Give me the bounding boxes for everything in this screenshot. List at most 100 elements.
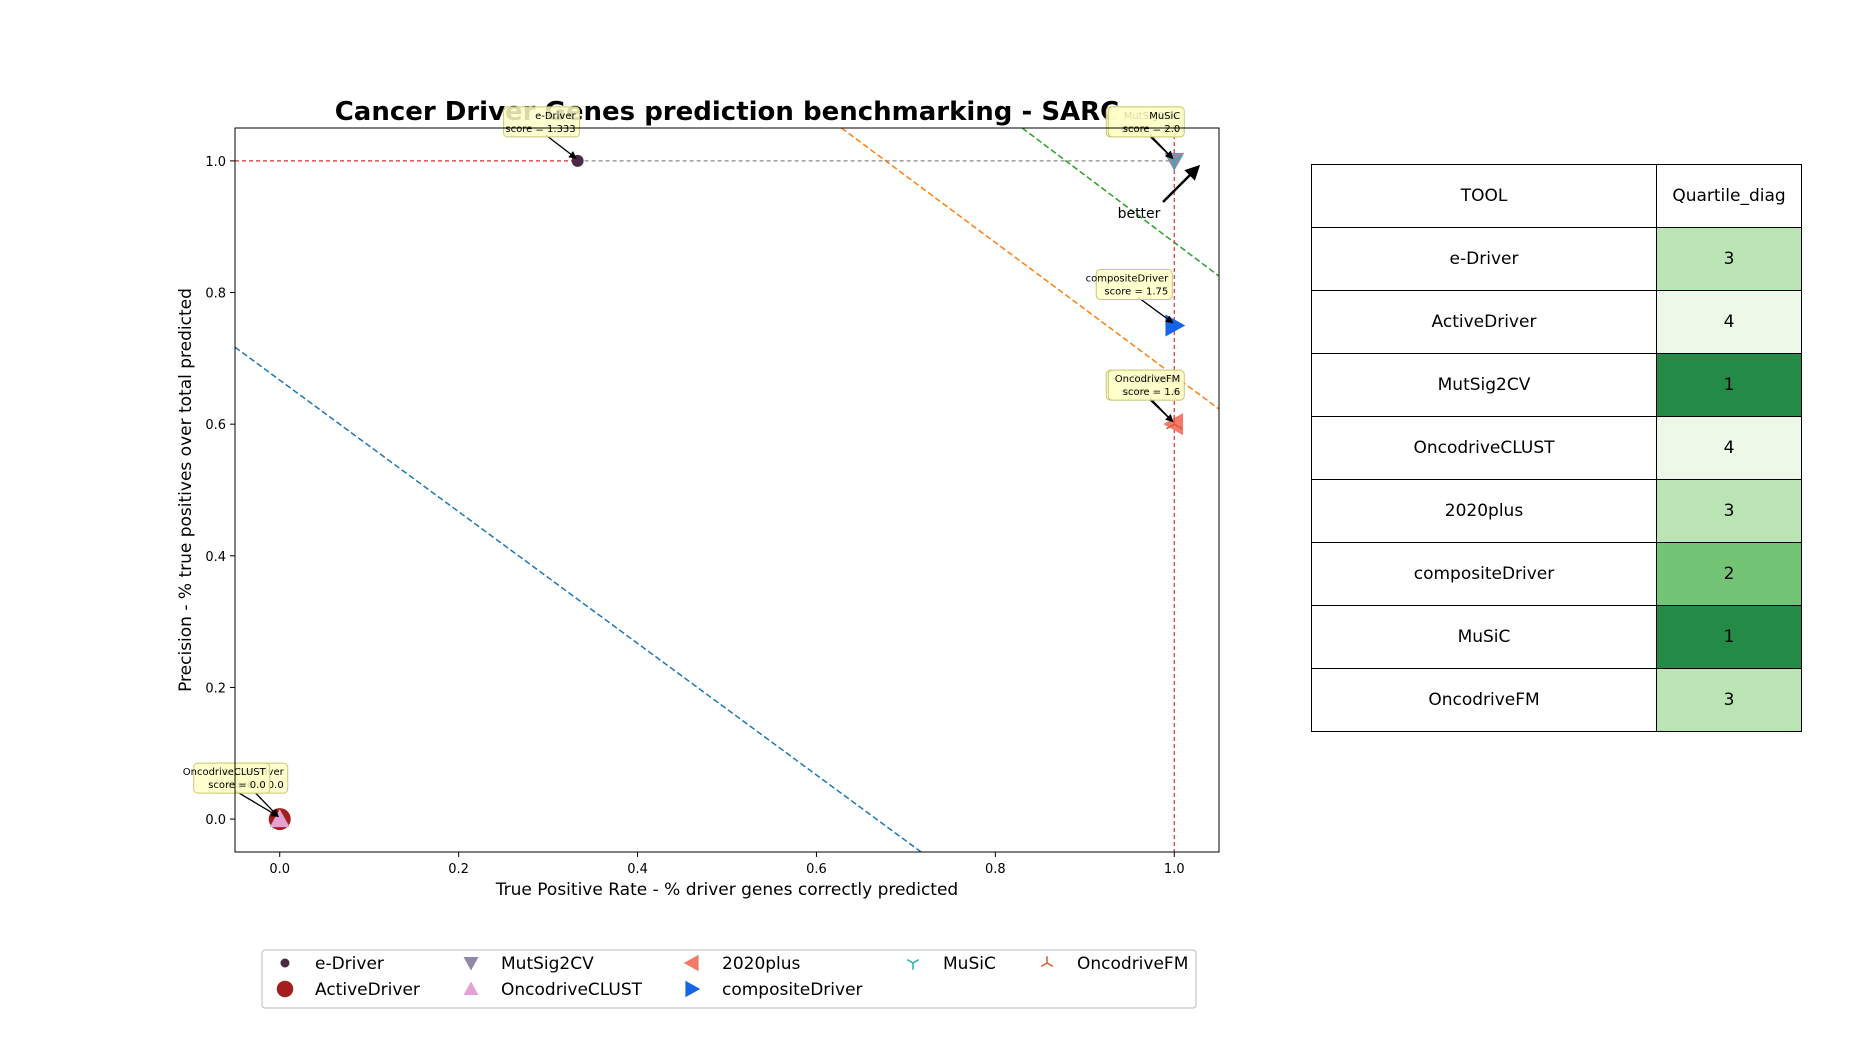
annotation-arrow — [1149, 134, 1174, 160]
table-cell-quartile: 1 — [1656, 353, 1802, 417]
legend-marker-oncodrivefm — [1040, 956, 1054, 968]
table-row: e-Driver 3 — [1311, 227, 1802, 291]
annotation-tool-name: e-Driver — [535, 111, 576, 122]
x-tick-label: 0.0 — [269, 862, 290, 877]
annotation-box — [1107, 106, 1185, 138]
legend-label: OncodriveCLUST — [501, 980, 643, 1000]
y-tick-label: 0.2 — [205, 681, 226, 696]
table-cell-tool: compositeDriver — [1311, 542, 1657, 606]
annotation-arrow — [1137, 296, 1174, 324]
annotation-box — [503, 106, 581, 138]
annotation-tool-name: OncodriveFM — [1115, 374, 1181, 385]
annotation-arrow — [235, 790, 280, 817]
legend-box — [261, 949, 1197, 1009]
table-cell-tool: OncodriveCLUST — [1311, 416, 1657, 480]
x-axis-label: True Positive Rate - % driver genes corr… — [495, 880, 958, 900]
table-cell-quartile: 4 — [1656, 290, 1802, 354]
x-tick-label: 0.2 — [448, 862, 469, 877]
legend-item-music: MuSiC — [906, 954, 996, 974]
legend-marker-e-driver — [280, 958, 290, 968]
table-row: compositeDriver 2 — [1311, 542, 1802, 606]
table-cell-quartile: 2 — [1656, 542, 1802, 606]
legend-label: OncodriveFM — [1077, 954, 1188, 974]
better-arrow — [1162, 164, 1201, 203]
table-cell-quartile: 1 — [1656, 605, 1802, 669]
y-tick-label: 0.8 — [205, 287, 226, 302]
quartile-line-1 — [235, 346, 922, 852]
y-tick-label: 1.0 — [205, 155, 226, 170]
header-quartile: Quartile_diag — [1656, 164, 1802, 228]
annotation-score: score = 1.6 — [1123, 387, 1181, 398]
annotation-score: score = 1.75 — [1104, 286, 1168, 297]
table-cell-tool: ActiveDriver — [1311, 290, 1657, 354]
annotation-tool-name: compositeDriver — [1086, 273, 1170, 284]
quartile-line-2 — [841, 128, 1219, 410]
legend-marker-activedriver — [276, 980, 294, 998]
annotation-oncodriveclust: OncodriveCLUST score = 0.0 — [183, 762, 280, 817]
annotation-oncodrivefm: OncodriveFM score = 1.6 — [1107, 369, 1185, 423]
annotation-e-driver: e-Driver score = 1.333 — [503, 106, 581, 159]
annotation-tool-name: MuSiC — [1149, 111, 1180, 122]
legend-marker-mutsig2cv — [463, 957, 479, 971]
better-label: better — [1118, 206, 1161, 222]
point-oncodriveclust — [269, 809, 290, 828]
annotation-arrow — [1149, 397, 1174, 423]
annotation-box — [193, 762, 271, 794]
quartile-line-3 — [1021, 128, 1219, 277]
table-header-row: TOOL Quartile_diag — [1311, 164, 1802, 228]
point-oncodrivefm — [1166, 415, 1183, 430]
table-cell-quartile: 3 — [1656, 227, 1802, 291]
x-tick-label: 0.8 — [985, 862, 1006, 877]
legend-item-oncodrivefm: OncodriveFM — [1040, 954, 1188, 974]
table-cell-tool: MutSig2CV — [1311, 353, 1657, 417]
legend-marker-oncodriveclust — [463, 981, 479, 995]
table-cell-quartile: 3 — [1656, 668, 1802, 732]
table-row: OncodriveFM 3 — [1311, 668, 1802, 732]
x-tick-label: 0.4 — [627, 862, 648, 877]
annotation-box — [1107, 369, 1185, 401]
point-compositedriver — [1165, 314, 1186, 337]
legend-label: MuSiC — [943, 954, 996, 974]
data-points — [268, 152, 1186, 831]
legend-item-e-driver: e-Driver — [280, 954, 384, 974]
plot-frame — [234, 127, 1220, 853]
y-axis-label: Precision - % true positives over total … — [176, 288, 196, 692]
annotation-tool-name: OncodriveCLUST — [183, 767, 267, 778]
header-tool: TOOL — [1311, 164, 1657, 228]
plot-lines — [235, 128, 1219, 852]
legend-marker-music — [906, 958, 920, 970]
y-tick-label: 0.6 — [205, 418, 226, 433]
annotation-compositedriver: compositeDriver score = 1.75 — [1086, 268, 1174, 324]
legend-item-mutsig2cv: MutSig2CV — [463, 954, 594, 974]
legend-label: MutSig2CV — [501, 954, 594, 974]
chart-title: Cancer Driver Genes prediction benchmark… — [335, 97, 1120, 127]
table-row: ActiveDriver 4 — [1311, 290, 1802, 354]
x-tick-label: 0.6 — [806, 862, 827, 877]
y-tick-label: 0.0 — [205, 813, 226, 828]
x-tick-label: 1.0 — [1164, 862, 1185, 877]
legend-label: 2020plus — [722, 954, 801, 974]
table-cell-tool: 2020plus — [1311, 479, 1657, 543]
table-cell-tool: OncodriveFM — [1311, 668, 1657, 732]
table-row: MuSiC 1 — [1311, 605, 1802, 669]
legend-label: e-Driver — [315, 954, 384, 974]
legend-item-compositedriver: compositeDriver — [685, 980, 863, 1000]
legend-item-activedriver: ActiveDriver — [276, 980, 420, 1000]
legend-item-2020plus: 2020plus — [683, 954, 801, 974]
legend: e-Driver ActiveDriver MutSig2CV OncodriveCL… — [261, 949, 1197, 1009]
table-row: MutSig2CV 1 — [1311, 353, 1802, 417]
quartile-table: TOOL Quartile_diag e-Driver 3 ActiveDriver… — [1311, 164, 1802, 732]
axes: 0.0 0.2 0.4 0.6 0.8 1.0 0.0 0.2 0.4 0.6 0.8 1.0 — [205, 127, 1220, 877]
table-cell-quartile: 3 — [1656, 479, 1802, 543]
annotation-score: score = 2.0 — [1123, 124, 1181, 135]
table-cell-quartile: 4 — [1656, 416, 1802, 480]
table-row: OncodriveCLUST 4 — [1311, 416, 1802, 480]
y-tick-label: 0.4 — [205, 550, 226, 565]
annotation-music: MuSiC score = 2.0 — [1107, 106, 1185, 160]
annotation-box — [1095, 268, 1173, 300]
table-cell-tool: MuSiC — [1311, 605, 1657, 669]
legend-label: ActiveDriver — [315, 980, 420, 1000]
